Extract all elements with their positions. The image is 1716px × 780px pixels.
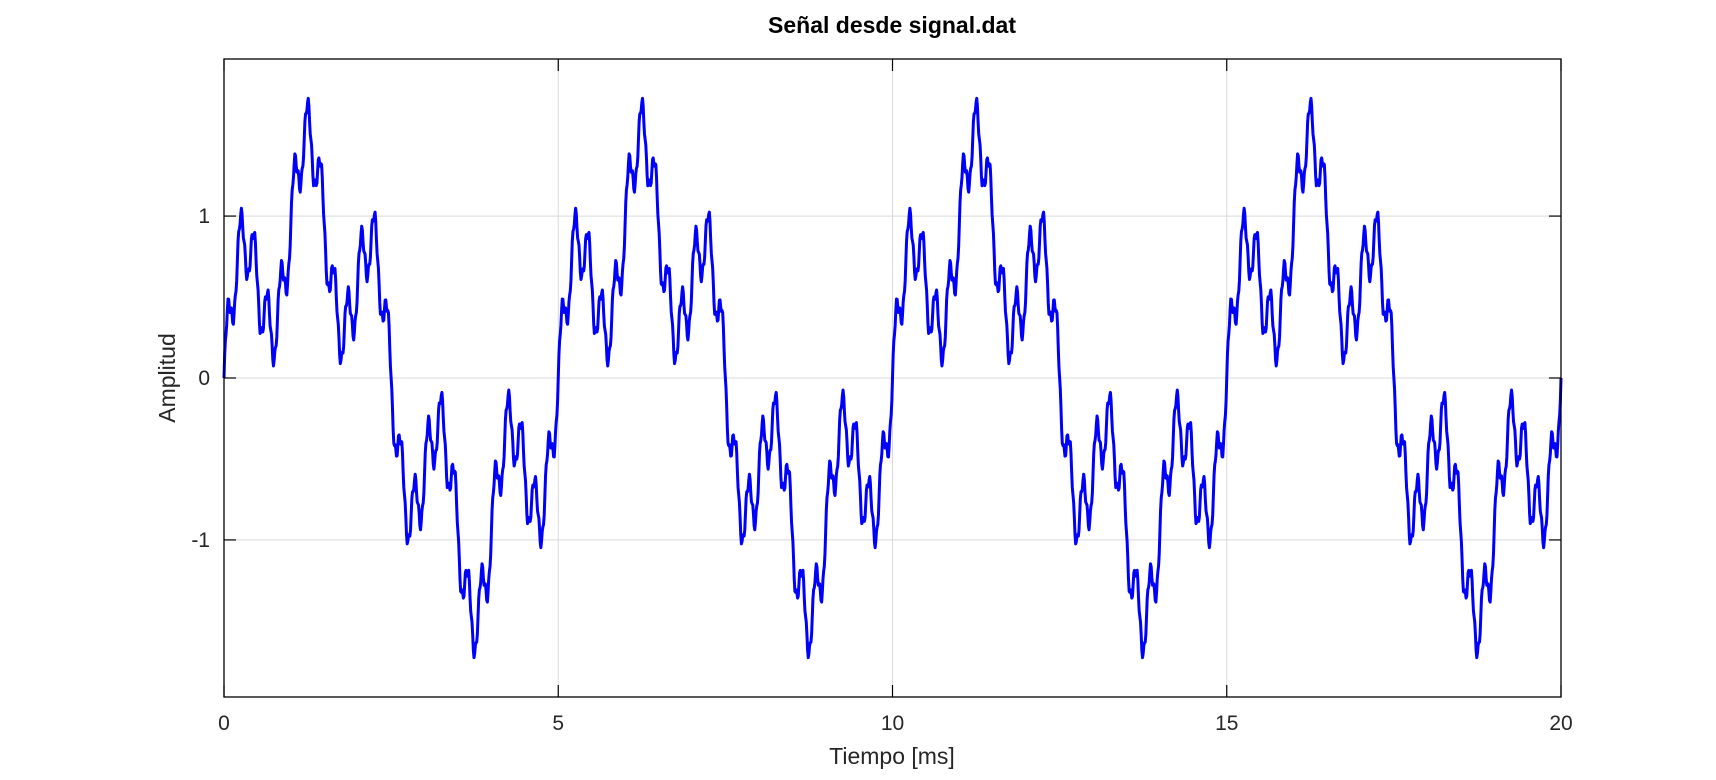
series-layer xyxy=(222,96,1563,660)
x-tick-label: 5 xyxy=(552,712,564,735)
y-tick-label: 1 xyxy=(198,205,210,228)
series-line-signal xyxy=(222,96,1563,660)
x-axis-label: Tiempo [ms] xyxy=(829,743,955,769)
y-tick-label: 0 xyxy=(198,367,210,390)
tick-labels: 0 5 10 15 20 -1 0 1 xyxy=(191,205,1572,735)
y-tick-label: -1 xyxy=(191,529,210,552)
chart-title: Señal desde signal.dat xyxy=(768,12,1016,38)
x-tick-label: 20 xyxy=(1549,712,1572,735)
tick-marks xyxy=(223,59,1562,697)
x-tick-label: 0 xyxy=(218,712,230,735)
x-tick-label: 15 xyxy=(1215,712,1238,735)
y-axis-label: Amplitud xyxy=(154,333,180,422)
x-tick-label: 10 xyxy=(881,712,904,735)
